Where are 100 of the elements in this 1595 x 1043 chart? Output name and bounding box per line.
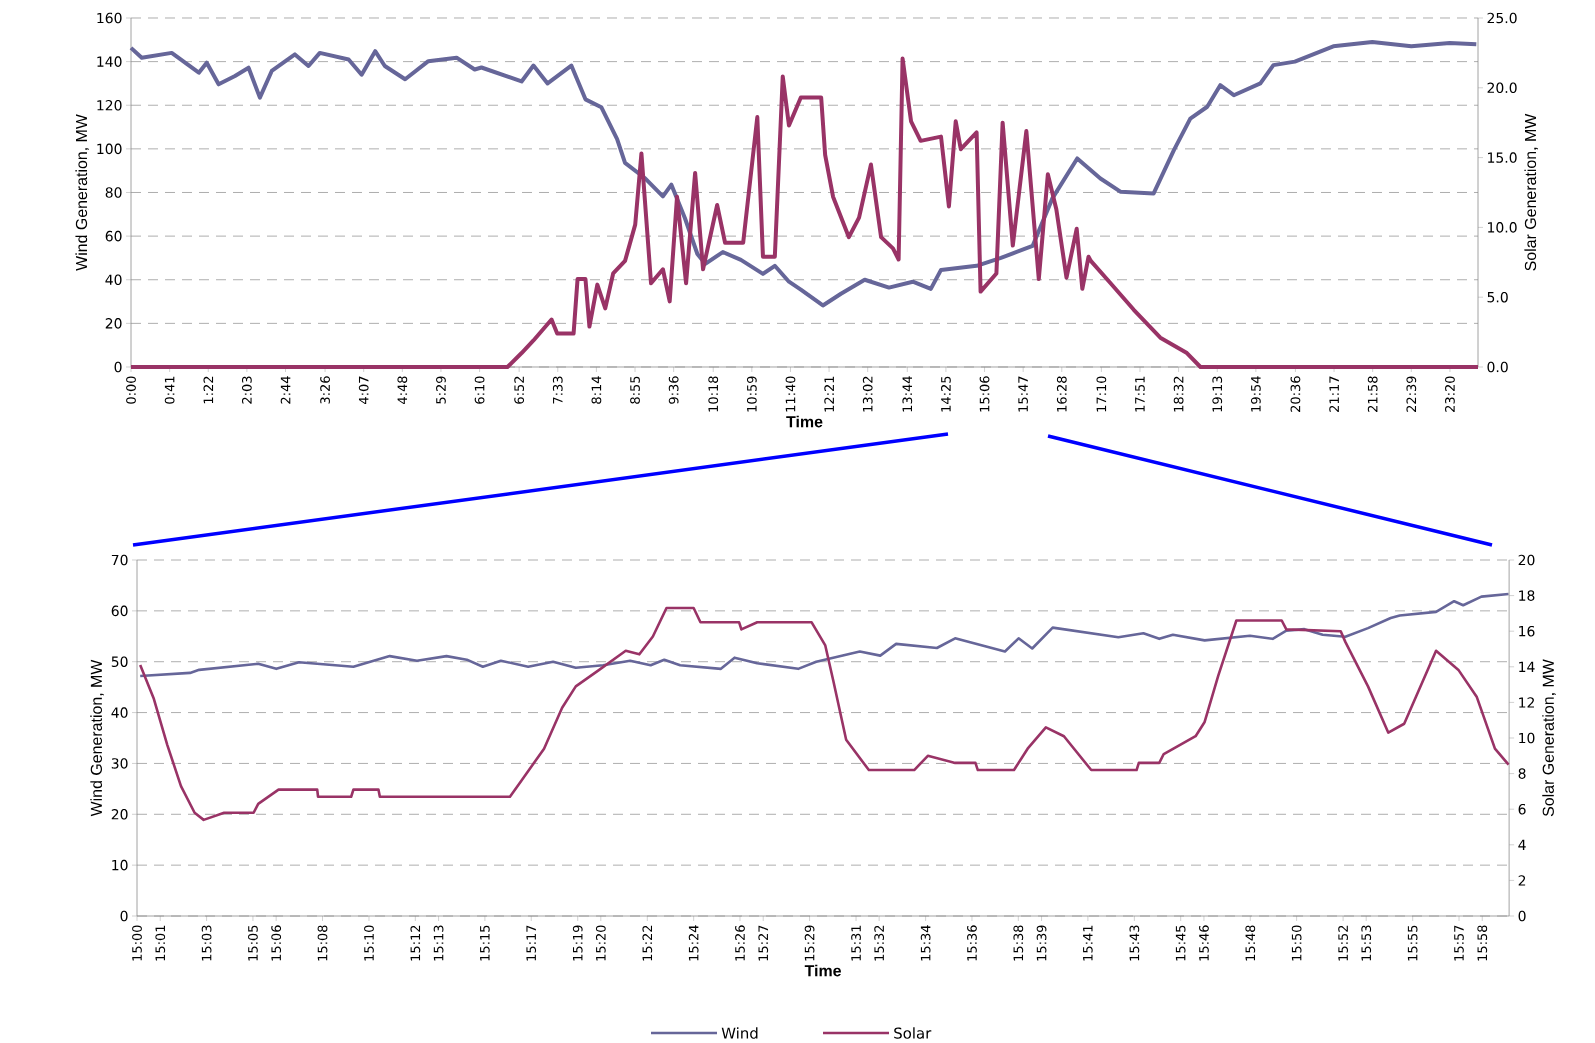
legend-label: Wind xyxy=(721,1027,758,1039)
x-tick-label: 1:22 xyxy=(203,376,214,404)
x-tick-label: 2:44 xyxy=(280,376,291,404)
x-tick-label: 15:31 xyxy=(851,925,861,961)
y2-tick-label: 12 xyxy=(1519,697,1534,708)
y-tick-label: 160 xyxy=(97,12,122,24)
x-tick-label: 15:24 xyxy=(688,925,699,961)
x-tick-label: 23:20 xyxy=(1445,376,1455,412)
x-tick-label: 15:26 xyxy=(735,925,745,961)
x-tick-label: 15:19 xyxy=(572,925,583,961)
x-tick-label: 15:46 xyxy=(1199,925,1209,961)
x-tick-label: 10:18 xyxy=(708,376,719,412)
x-tick-label: 15:55 xyxy=(1407,925,1418,961)
x-tick-label: 17:51 xyxy=(1135,376,1145,412)
y2-axis-title: Solar Generation, MW xyxy=(1542,659,1556,817)
x-tick-label: 15:12 xyxy=(410,925,421,961)
x-tick-label: 6:10 xyxy=(474,376,485,404)
y-tick-label: 40 xyxy=(111,707,128,718)
x-tick-label: 0:00 xyxy=(126,376,136,404)
y2-tick-label: 20.0 xyxy=(1487,82,1517,94)
y-tick-label: 60 xyxy=(105,230,122,242)
x-tick-label: 11:40 xyxy=(785,376,796,412)
line-series xyxy=(138,606,1510,822)
x-tick-label: 15:06 xyxy=(271,925,282,961)
x-tick-label: 15:52 xyxy=(1338,925,1348,961)
y2-tick-label: 20 xyxy=(1518,554,1535,566)
x-tick-label: 15:29 xyxy=(804,925,815,961)
x-tick-label: 22:39 xyxy=(1406,376,1417,412)
x-tick-label: 7:33 xyxy=(552,376,563,404)
y-tick-label: 50 xyxy=(111,656,128,667)
x-tick-label: 15:58 xyxy=(1477,925,1488,961)
y2-tick-label: 14 xyxy=(1519,661,1535,672)
x-tick-label: 5:29 xyxy=(436,376,446,404)
y2-tick-label: 10.0 xyxy=(1488,222,1517,233)
x-tick-label: 15:57 xyxy=(1454,925,1464,961)
line-series xyxy=(129,39,1479,308)
x-tick-label: 15:43 xyxy=(1129,925,1140,961)
y2-tick-label: 6 xyxy=(1518,803,1526,815)
x-tick-label: 15:36 xyxy=(967,925,977,961)
y-tick-label: 120 xyxy=(97,99,122,111)
x-tick-label: 13:44 xyxy=(902,376,913,412)
y2-tick-label: 4 xyxy=(1518,839,1526,850)
x-tick-label: 8:14 xyxy=(591,376,602,404)
y2-tick-label: 5.0 xyxy=(1487,291,1508,303)
x-tick-label: 13:02 xyxy=(862,376,873,412)
y-tick-label: 20 xyxy=(105,318,122,329)
line-series xyxy=(138,592,1510,678)
x-tick-label: 18:32 xyxy=(1173,376,1184,412)
x-tick-label: 15:00 xyxy=(132,925,142,961)
legend-label: Solar xyxy=(894,1027,932,1039)
x-tick-label: 15:39 xyxy=(1036,925,1047,961)
x-tick-label: 21:58 xyxy=(1367,376,1378,412)
x-tick-label: 15:10 xyxy=(364,925,374,961)
x-tick-label: 15:06 xyxy=(979,376,990,412)
y-tick-label: 10 xyxy=(112,859,128,871)
x-tick-label: 21:17 xyxy=(1329,376,1339,412)
x-tick-label: 4:48 xyxy=(397,376,408,404)
y-tick-label: 30 xyxy=(111,758,128,769)
x-tick-label: 15:08 xyxy=(317,925,328,961)
x-tick-label: 14:25 xyxy=(941,376,951,412)
x-tick-label: 15:03 xyxy=(201,925,212,961)
x-tick-label: 15:05 xyxy=(248,925,258,961)
x-tick-label: 15:34 xyxy=(920,925,931,961)
x-tick-label: 10:59 xyxy=(746,376,757,412)
x-tick-label: 20:36 xyxy=(1290,376,1301,412)
x-tick-label: 12:21 xyxy=(824,376,834,412)
x-tick-label: 15:47 xyxy=(1018,376,1028,412)
y2-tick-label: 8 xyxy=(1518,768,1526,779)
x-tick-label: 15:01 xyxy=(155,925,166,961)
x-tick-label: 8:55 xyxy=(630,376,640,404)
x-tick-label: 17:10 xyxy=(1096,376,1107,412)
y2-tick-label: 0.0 xyxy=(1487,361,1508,373)
x-tick-label: 15:22 xyxy=(642,925,653,961)
y2-tick-label: 10 xyxy=(1519,732,1535,744)
x-tick-label: 15:20 xyxy=(595,925,606,961)
x-tick-label: 15:48 xyxy=(1245,925,1256,961)
x-tick-label: 15:32 xyxy=(874,925,885,961)
x-tick-label: 0:41 xyxy=(164,376,175,404)
x-tick-label: 9:36 xyxy=(668,376,679,404)
y-axis-title: Wind Generation, MW xyxy=(90,659,104,817)
y-tick-label: 100 xyxy=(97,143,122,155)
x-tick-label: 19:13 xyxy=(1212,376,1223,412)
y-tick-label: 0 xyxy=(114,361,122,373)
y-tick-label: 80 xyxy=(105,187,122,198)
x-tick-label: 4:07 xyxy=(358,376,369,404)
y2-tick-label: 18 xyxy=(1519,590,1535,601)
y-axis-title: Wind Generation, MW xyxy=(75,114,90,271)
y-tick-label: 70 xyxy=(111,554,128,566)
y2-tick-label: 16 xyxy=(1519,625,1535,637)
y-tick-label: 20 xyxy=(111,809,128,820)
x-tick-label: 15:38 xyxy=(1013,925,1024,961)
x-tick-label: 15:15 xyxy=(480,925,490,961)
x-axis-title: Time xyxy=(786,415,823,428)
x-tick-label: 19:54 xyxy=(1250,376,1261,412)
y2-tick-label: 2 xyxy=(1518,875,1526,886)
x-tick-label: 15:53 xyxy=(1361,925,1372,961)
x-tick-label: 15:45 xyxy=(1175,925,1186,961)
y2-tick-label: 0 xyxy=(1518,910,1526,922)
y2-tick-label: 15.0 xyxy=(1488,152,1517,163)
x-tick-label: 15:50 xyxy=(1291,925,1302,961)
